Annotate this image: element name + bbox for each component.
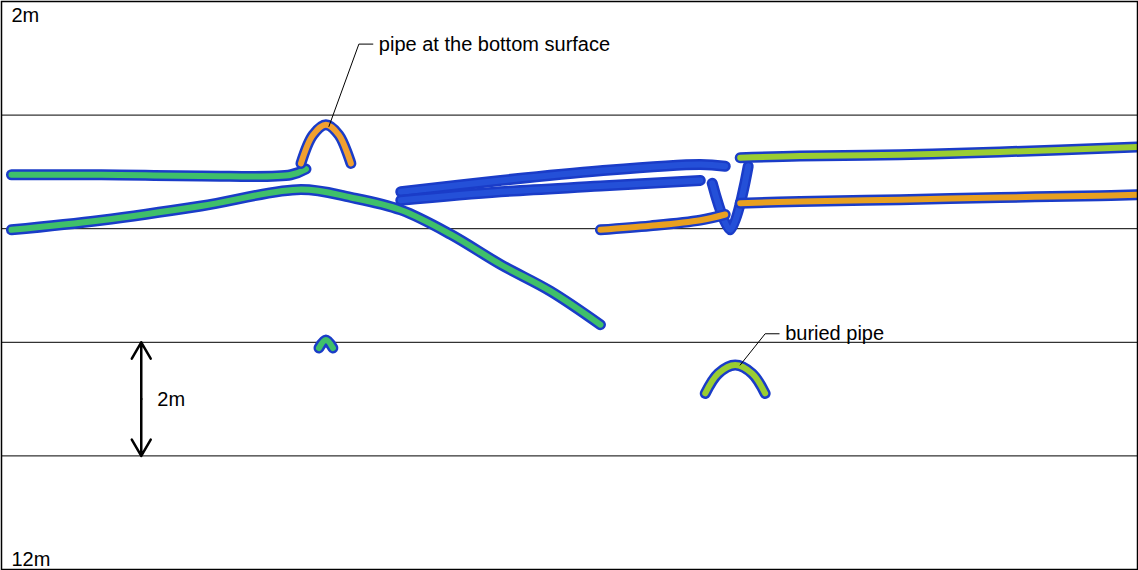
svg-text:2m: 2m xyxy=(12,4,40,26)
svg-text:pipe at the bottom surface: pipe at the bottom surface xyxy=(379,33,610,55)
svg-text:buried pipe: buried pipe xyxy=(785,322,884,344)
svg-text:12m: 12m xyxy=(12,548,51,570)
svg-text:2m: 2m xyxy=(157,388,185,410)
